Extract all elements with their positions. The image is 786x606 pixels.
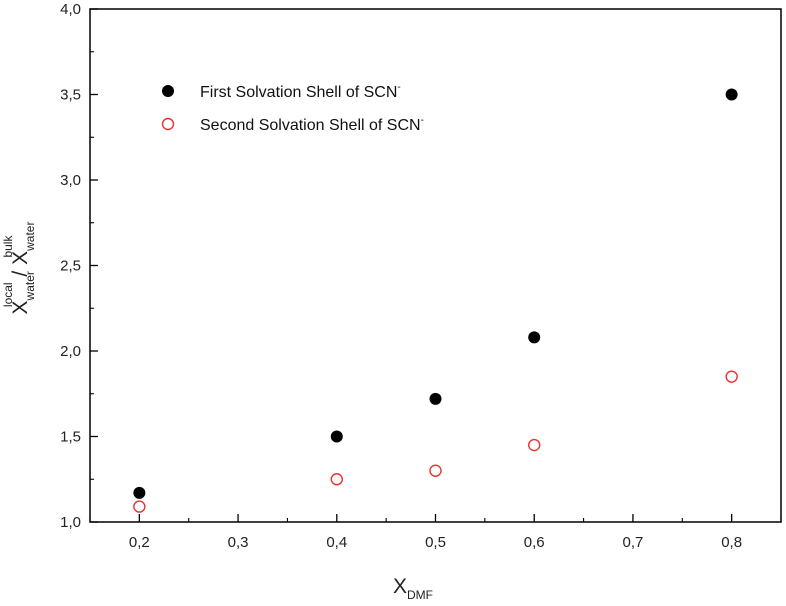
x-tick-label: 0,5 [425, 534, 446, 551]
x-tick-label: 0,8 [721, 534, 742, 551]
y-tick-label: 2,0 [60, 343, 81, 360]
data-points [133, 88, 738, 513]
first-shell-point [725, 88, 738, 101]
legend-entry-second-shell-name: Second Solvation Shell of SCN [200, 117, 421, 134]
first-shell-point [330, 430, 343, 443]
y-axis-label: Xwater local / Xwater bulk [1, 222, 37, 315]
x-tick-label: 0,3 [228, 534, 249, 551]
legend-entry-first-shell-superscript: - [397, 82, 400, 93]
legend-entry-first-shell-name: First Solvation Shell of SCN [200, 84, 397, 101]
first-shell-point [133, 486, 146, 499]
plot-frame [89, 8, 782, 523]
y-tick-label: 1,5 [60, 429, 81, 446]
x-tick-label: 0,4 [326, 534, 347, 551]
y-tick-label: 3,0 [60, 172, 81, 189]
legend-entry-first-shell: First Solvation Shell of SCN- [200, 82, 401, 101]
legend-marker-first-shell [162, 85, 174, 97]
y-axis-label-separator: / [9, 265, 32, 283]
y-tick-label: 2,5 [60, 258, 81, 275]
legend-marker-second-shell [161, 117, 175, 131]
y-axis-label-main-2: X [9, 251, 32, 265]
first-shell-point [429, 392, 442, 405]
x-axis-label: XDMF [393, 575, 433, 602]
legend-entry-second-shell-superscript: - [421, 115, 424, 126]
y-axis-label-subscript-2: water [23, 222, 37, 252]
y-tick-label: 4,0 [60, 1, 81, 18]
x-tick-label: 0,2 [129, 534, 150, 551]
legend-entry-second-shell: Second Solvation Shell of SCN- [200, 115, 424, 134]
y-tick-label: 1,0 [60, 514, 81, 531]
legend: First Solvation Shell of SCN- Second Sol… [161, 82, 424, 134]
y-tick-label: 3,5 [60, 87, 81, 104]
y-axis-label-subscript-1: water [23, 271, 37, 301]
second-shell-point [330, 473, 343, 486]
x-axis-label-subscript: DMF [407, 588, 433, 602]
second-shell-point [429, 464, 442, 477]
y-axis-label-superscript-1: local [1, 282, 15, 307]
x-tick-label: 0,6 [524, 534, 545, 551]
x-axis-label-main: X [393, 575, 407, 598]
second-shell-point [528, 438, 541, 452]
second-shell-point [133, 500, 146, 513]
second-shell-point [725, 370, 738, 383]
y-axis-label-main-1: X [9, 300, 32, 314]
y-axis-label-superscript-2: bulk [1, 235, 15, 258]
first-shell-point [528, 331, 541, 344]
x-tick-label: 0,7 [622, 534, 643, 551]
